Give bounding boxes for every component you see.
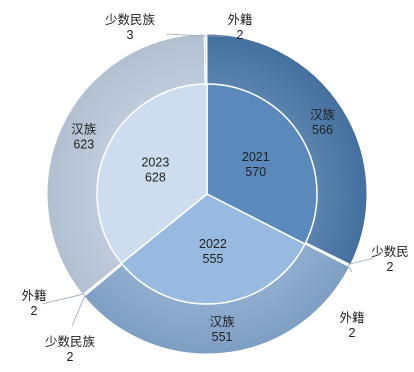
outer-label-2021-e5a496e7b18d: 外籍 2 (339, 310, 364, 340)
inner-slice-2022 (120, 193, 306, 305)
leader-line-1 (348, 257, 375, 265)
outer-label-2023-e6b189e6978f: 汉族 623 (71, 123, 97, 152)
inner-slice-2023 (96, 83, 208, 265)
outer-label-2021-e5b091e695b0e6b091: 少数民 2 (371, 244, 409, 274)
outer-label-2022-e5b091e695b0e6b091e6978f: 少数民族 2 (45, 334, 96, 364)
inner-label-2022: 2022 555 (199, 237, 227, 266)
inner-slice-2021 (206, 83, 318, 246)
outer-label-2023-e5a496e7b18d: 外籍 2 (227, 12, 252, 42)
outer-label-2021-e6b189e6978f: 汉族 566 (310, 108, 336, 137)
inner-label-2021: 2021 570 (242, 150, 270, 179)
inner-label-2023: 2023 628 (141, 155, 169, 184)
leader-line-4 (71, 294, 86, 327)
outer-label-2023-e5b091e695b0e6b091e6978f: 少数民族 3 (105, 12, 156, 42)
outer-label-2022-e6b189e6978f: 汉族 551 (210, 315, 236, 344)
leader-line-5 (41, 293, 85, 305)
leader-line-7 (165, 33, 206, 37)
outer-label-2022-e5a496e7b18d: 外籍 2 (21, 288, 46, 318)
outer-slice-2023-8 (205, 33, 208, 85)
leader-line-2 (347, 265, 353, 273)
